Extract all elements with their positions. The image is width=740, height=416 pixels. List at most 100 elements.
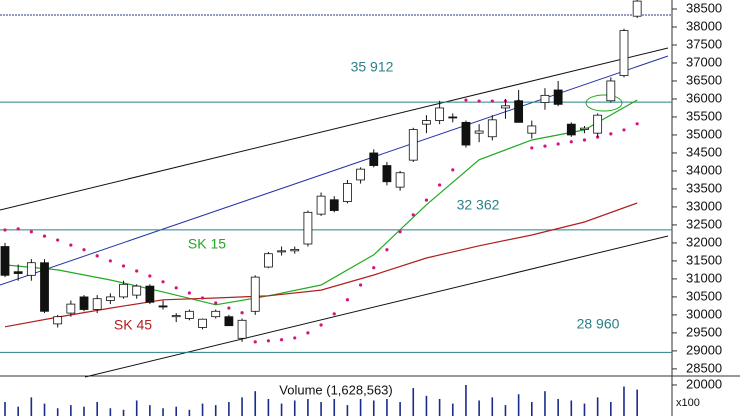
volume-bar (346, 405, 349, 416)
sar-dot (319, 323, 323, 327)
sar-dot (385, 248, 389, 252)
volume-bar (531, 402, 533, 416)
sar-dot (306, 331, 310, 335)
volume-bar (149, 405, 151, 416)
level-label: 28 960 (577, 316, 620, 332)
sar-dot (16, 227, 20, 231)
volume-bar (412, 388, 415, 416)
sar-dot (108, 259, 112, 263)
volume-bar (188, 409, 191, 416)
sar-dot (530, 146, 534, 150)
candle-body (540, 94, 550, 103)
volume-bar (386, 397, 388, 416)
candle-body (158, 305, 168, 308)
y-tick-label: 38000 (686, 18, 722, 33)
sar-dot (411, 213, 415, 217)
volume-bar (557, 398, 559, 416)
y-tick-label: 30000 (686, 306, 722, 321)
sar-dot (424, 198, 429, 202)
y-tick-label: 37500 (686, 36, 722, 51)
candle-body (79, 296, 89, 310)
candle-body (250, 276, 260, 312)
channel-line (0, 47, 669, 211)
candle-body (382, 165, 392, 183)
volume-bar (399, 402, 401, 416)
sar-dot (29, 230, 33, 234)
volume-bar (96, 402, 98, 416)
sar-dot (464, 98, 468, 102)
sar-dot (438, 183, 442, 187)
candle-body (553, 89, 563, 105)
y-tick-label: 37000 (686, 54, 722, 69)
candle-body (316, 195, 326, 215)
volume-bar (56, 408, 59, 416)
volume-bar (228, 402, 230, 416)
sar-dot (187, 291, 191, 295)
volume-tick-label: 20000 (686, 376, 722, 391)
volume-bar (293, 400, 296, 416)
sar-dot (490, 99, 494, 103)
sar-dot (253, 340, 257, 344)
candle-body (198, 318, 207, 328)
y-tick-label: 31500 (686, 252, 722, 267)
volume-bar (451, 403, 454, 416)
candle-body (290, 249, 300, 252)
volume-bar (162, 408, 164, 416)
volume-bar (122, 409, 125, 416)
candle-body (224, 316, 234, 327)
volume-bar (267, 398, 270, 416)
sar-dot (240, 311, 244, 315)
y-tick-label: 30500 (686, 288, 722, 303)
candle-body (527, 125, 537, 134)
volume-bar (610, 402, 612, 416)
candle-body (329, 199, 339, 211)
candle-body (593, 114, 603, 134)
volume-bar (30, 397, 33, 416)
volume-bar (254, 391, 257, 416)
volume-bar (583, 403, 586, 416)
volume-bar (214, 405, 217, 416)
sar-dot (635, 122, 639, 126)
series-label: SK 45 (114, 317, 152, 333)
candle-body (580, 127, 589, 130)
candle-body (277, 250, 286, 253)
volume-label-bg (262, 383, 410, 399)
volume-bar (333, 394, 336, 416)
candle-body (422, 120, 431, 125)
sar-dot (477, 99, 481, 103)
volume-bar (372, 400, 375, 416)
sar-dot (200, 296, 205, 300)
sar-dot (69, 243, 73, 247)
sar-dot (214, 301, 218, 305)
moving-average-line (4, 202, 638, 328)
candle-body (237, 319, 247, 339)
candle-body (619, 30, 629, 76)
highlight-ellipse (585, 94, 623, 112)
y-tick-label: 28500 (686, 360, 722, 375)
volume-bar (201, 403, 204, 416)
moving-average-line (4, 99, 638, 306)
volume-unit: x100 (676, 397, 700, 409)
candle-body (566, 123, 576, 136)
volume-bar (504, 405, 507, 416)
sar-dot (42, 234, 47, 238)
y-tick-label: 38500 (686, 0, 722, 15)
volume-bar (175, 406, 178, 416)
y-tick-label: 34000 (686, 162, 722, 177)
candle-body (263, 253, 273, 268)
sar-dot (358, 283, 363, 287)
sar-dot (451, 168, 455, 172)
y-tick-label: 29500 (686, 324, 722, 339)
volume-bar (623, 386, 625, 416)
volume-bar (517, 394, 520, 416)
candle-body (408, 129, 418, 161)
volume-bar (320, 402, 322, 416)
candle-body (487, 119, 497, 138)
y-tick-label: 33500 (686, 180, 722, 195)
sar-dot (569, 140, 573, 144)
volume-bar (636, 389, 638, 416)
candle-body (92, 298, 102, 310)
volume-bar (4, 402, 6, 416)
sar-dot (161, 280, 165, 284)
